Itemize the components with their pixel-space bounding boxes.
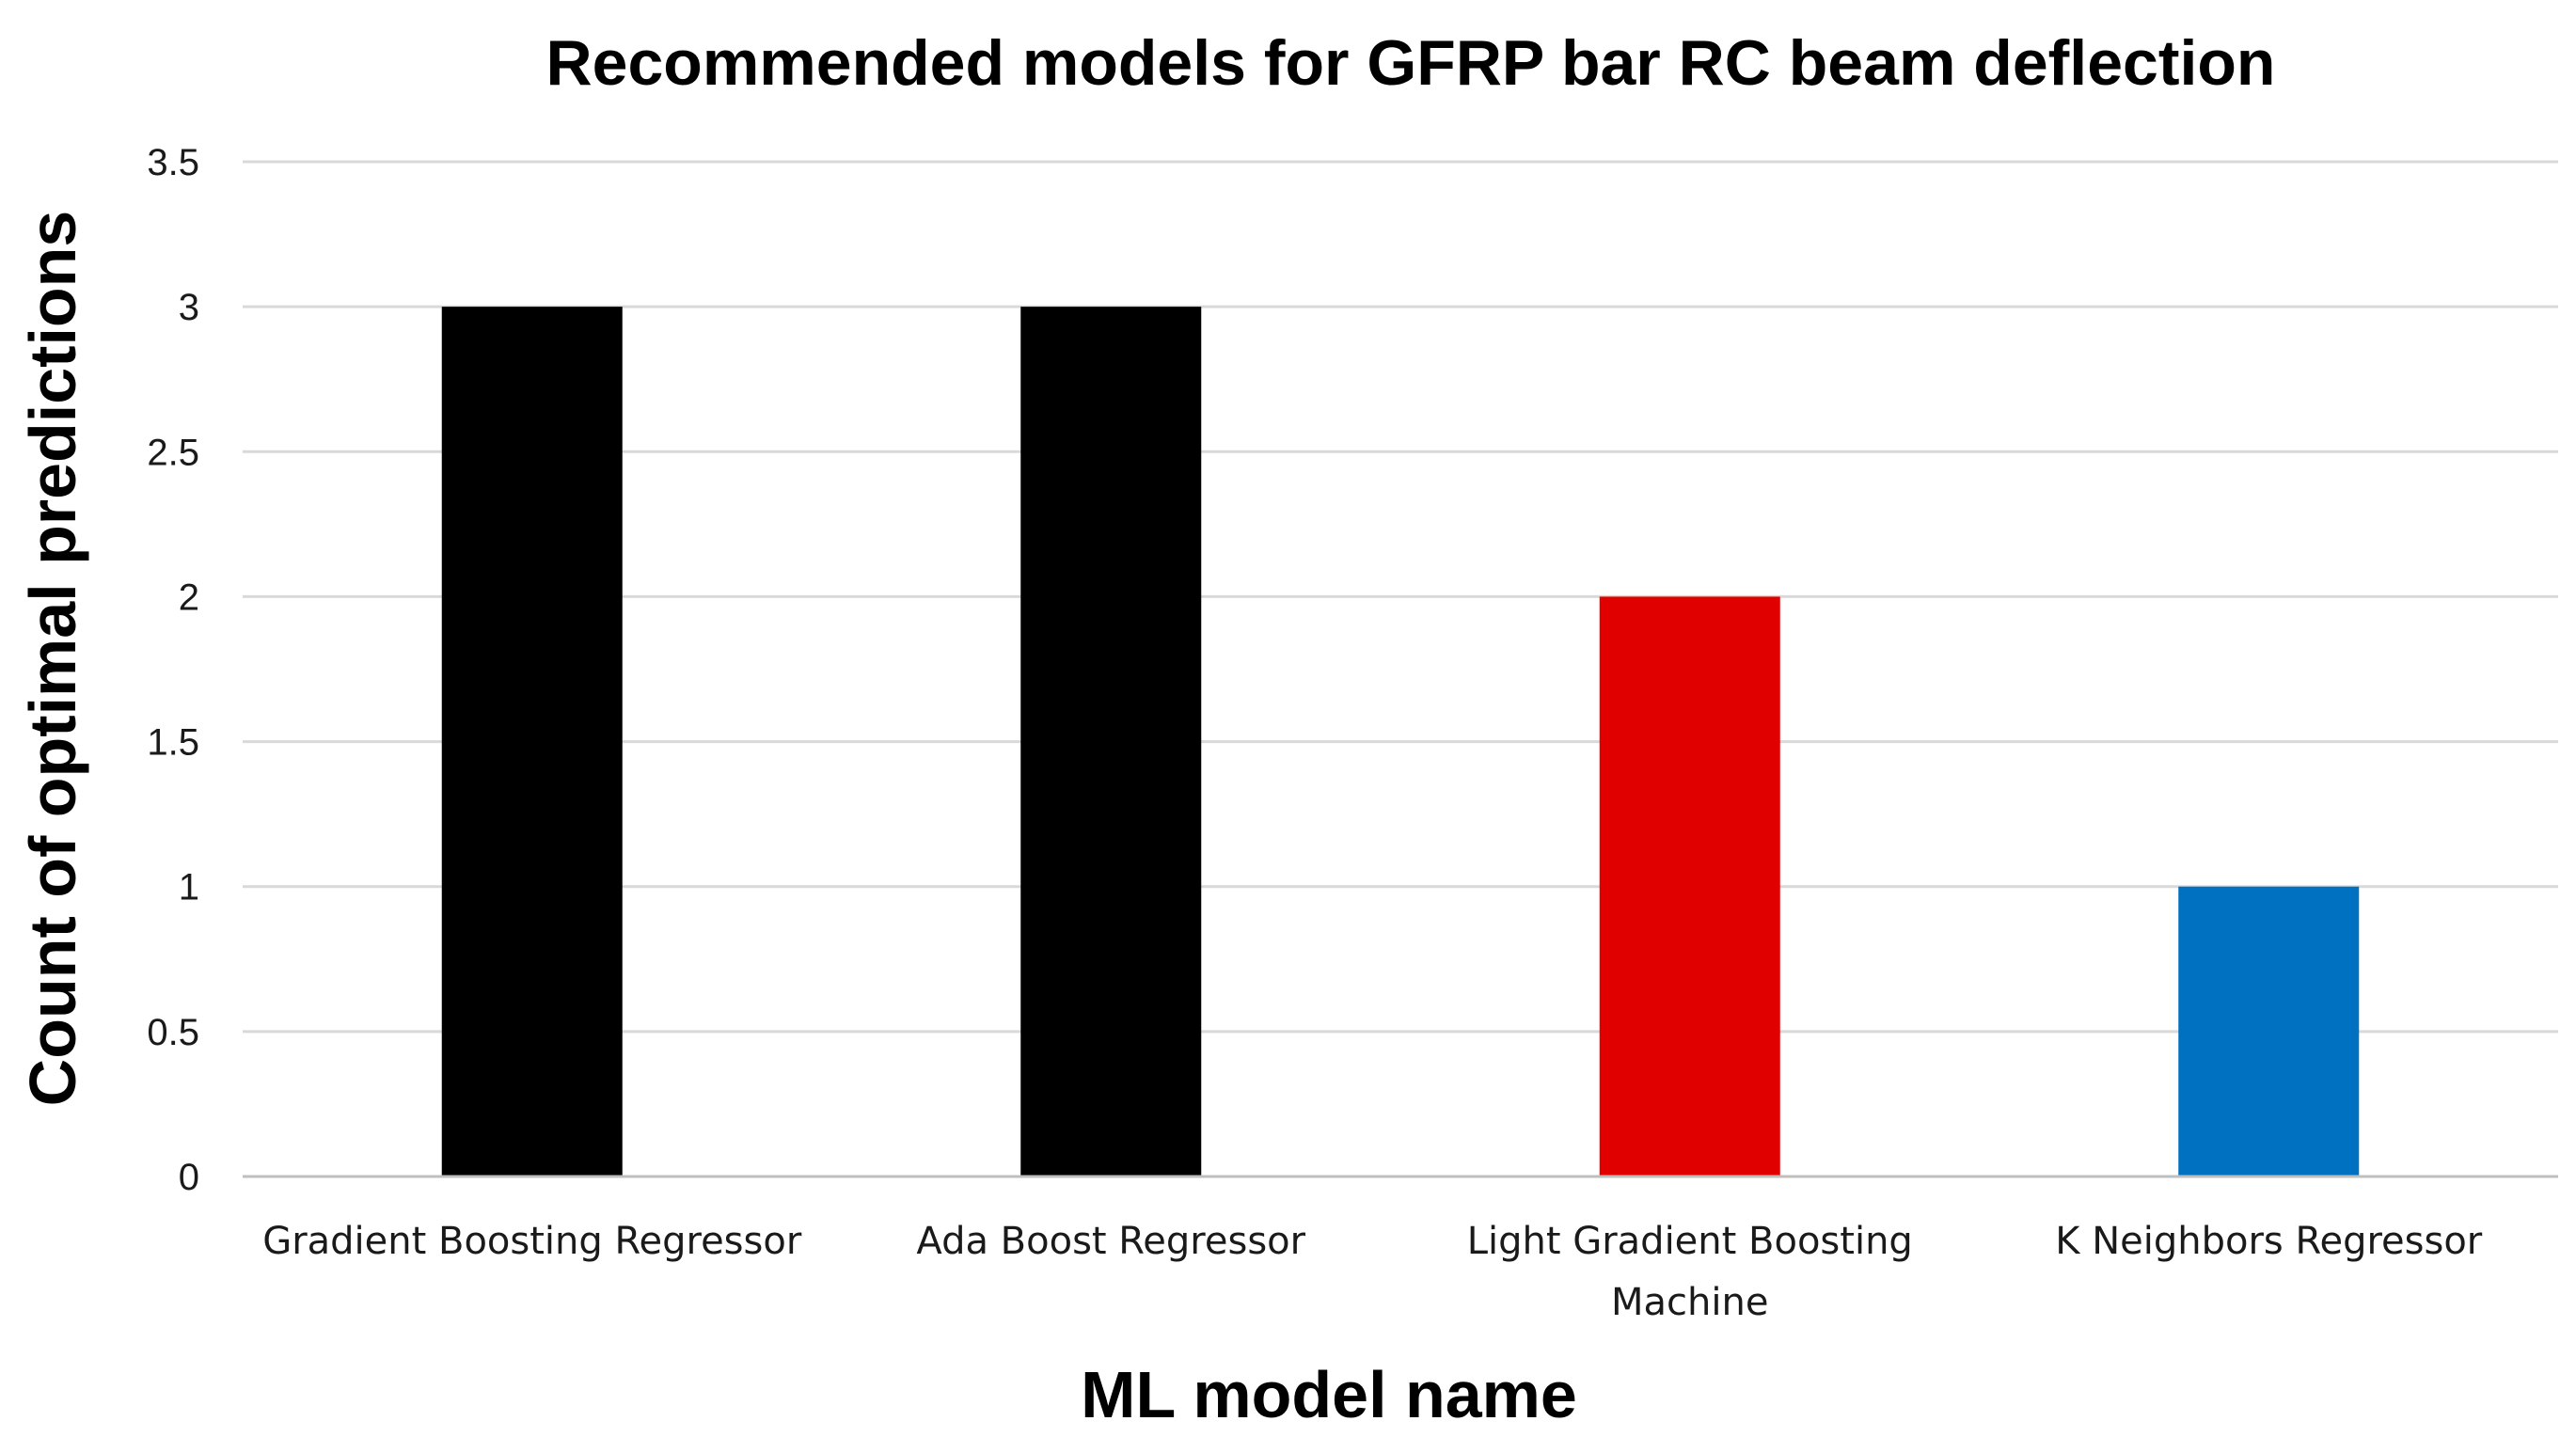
y-tick-label: 3 — [179, 287, 199, 328]
y-tick-label: 3.5 — [147, 142, 199, 183]
x-category-label: Light Gradient Boosting — [1467, 1220, 1913, 1263]
x-category-label: Gradient Boosting Regressor — [262, 1220, 802, 1263]
bar — [1599, 596, 1780, 1176]
y-tick-label: 2 — [179, 576, 199, 618]
gridlines — [243, 160, 2558, 1034]
x-axis-title: ML model name — [1081, 1358, 1577, 1431]
bar — [1020, 307, 1202, 1177]
y-tick-label: 1.5 — [147, 722, 199, 764]
y-tick-label: 0.5 — [147, 1012, 199, 1053]
y-tick-label: 2.5 — [147, 432, 199, 473]
x-category-label: K Neighbors Regressor — [2055, 1220, 2483, 1263]
y-tick-label: 0 — [179, 1157, 199, 1198]
bar — [2178, 886, 2360, 1176]
chart-title: Recommended models for GFRP bar RC beam … — [546, 27, 2276, 99]
y-axis-ticks: 0 0.5 1 1.5 2 2.5 3 3.5 — [147, 142, 199, 1198]
x-axis-category-labels: Gradient Boosting Regressor Ada Boost Reg… — [262, 1220, 2483, 1324]
bars — [441, 307, 2360, 1177]
x-category-label: Ada Boost Regressor — [916, 1220, 1305, 1263]
y-tick-label: 1 — [179, 867, 199, 908]
y-axis-title: Count of optimal predictions — [16, 211, 89, 1107]
bar — [441, 307, 623, 1177]
x-category-label: Machine — [1611, 1281, 1768, 1324]
